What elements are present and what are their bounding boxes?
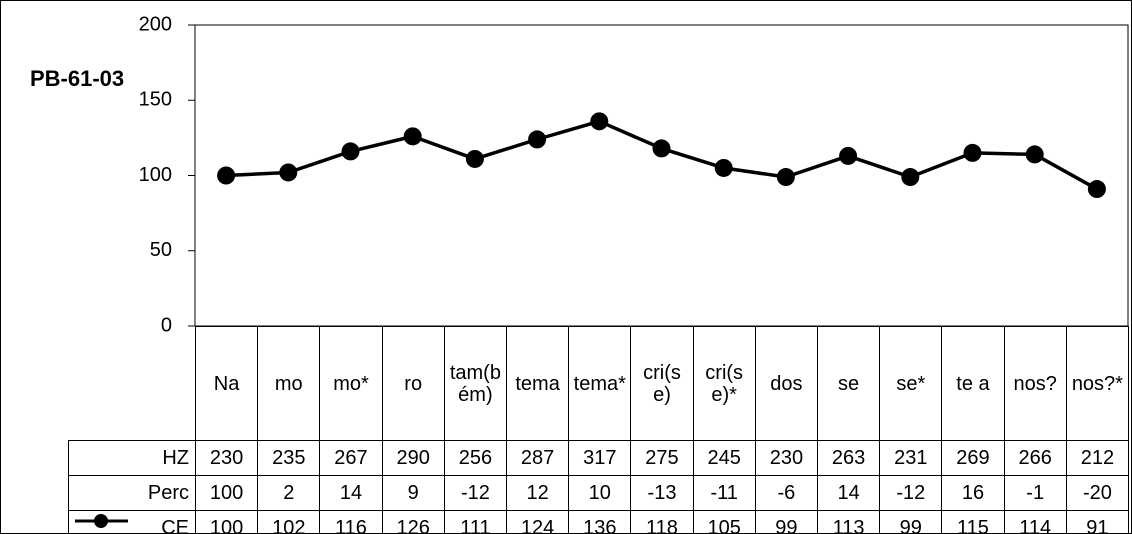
y-tick-label: 50	[150, 239, 172, 261]
point	[901, 168, 920, 187]
table-value: 91	[1065, 510, 1129, 534]
y-tick-label: 100	[139, 164, 172, 186]
point	[403, 127, 422, 146]
point	[465, 149, 484, 168]
plot-border	[194, 24, 1129, 327]
point	[776, 168, 795, 187]
point	[279, 163, 298, 182]
point	[714, 158, 733, 177]
y-tick-label: 200	[139, 13, 172, 35]
point	[528, 130, 547, 149]
point	[652, 139, 671, 158]
y-tick-label: 0	[161, 314, 172, 336]
point	[341, 142, 360, 161]
point	[1087, 180, 1106, 199]
legend-marker	[94, 514, 108, 528]
point	[963, 143, 982, 162]
category-cell: cri(se)*	[692, 326, 756, 441]
point	[217, 166, 236, 185]
point	[1025, 145, 1044, 164]
y-tick-label: 150	[139, 89, 172, 111]
chart-title: PB-61-03	[30, 66, 124, 91]
point	[590, 112, 609, 131]
point	[839, 146, 858, 165]
